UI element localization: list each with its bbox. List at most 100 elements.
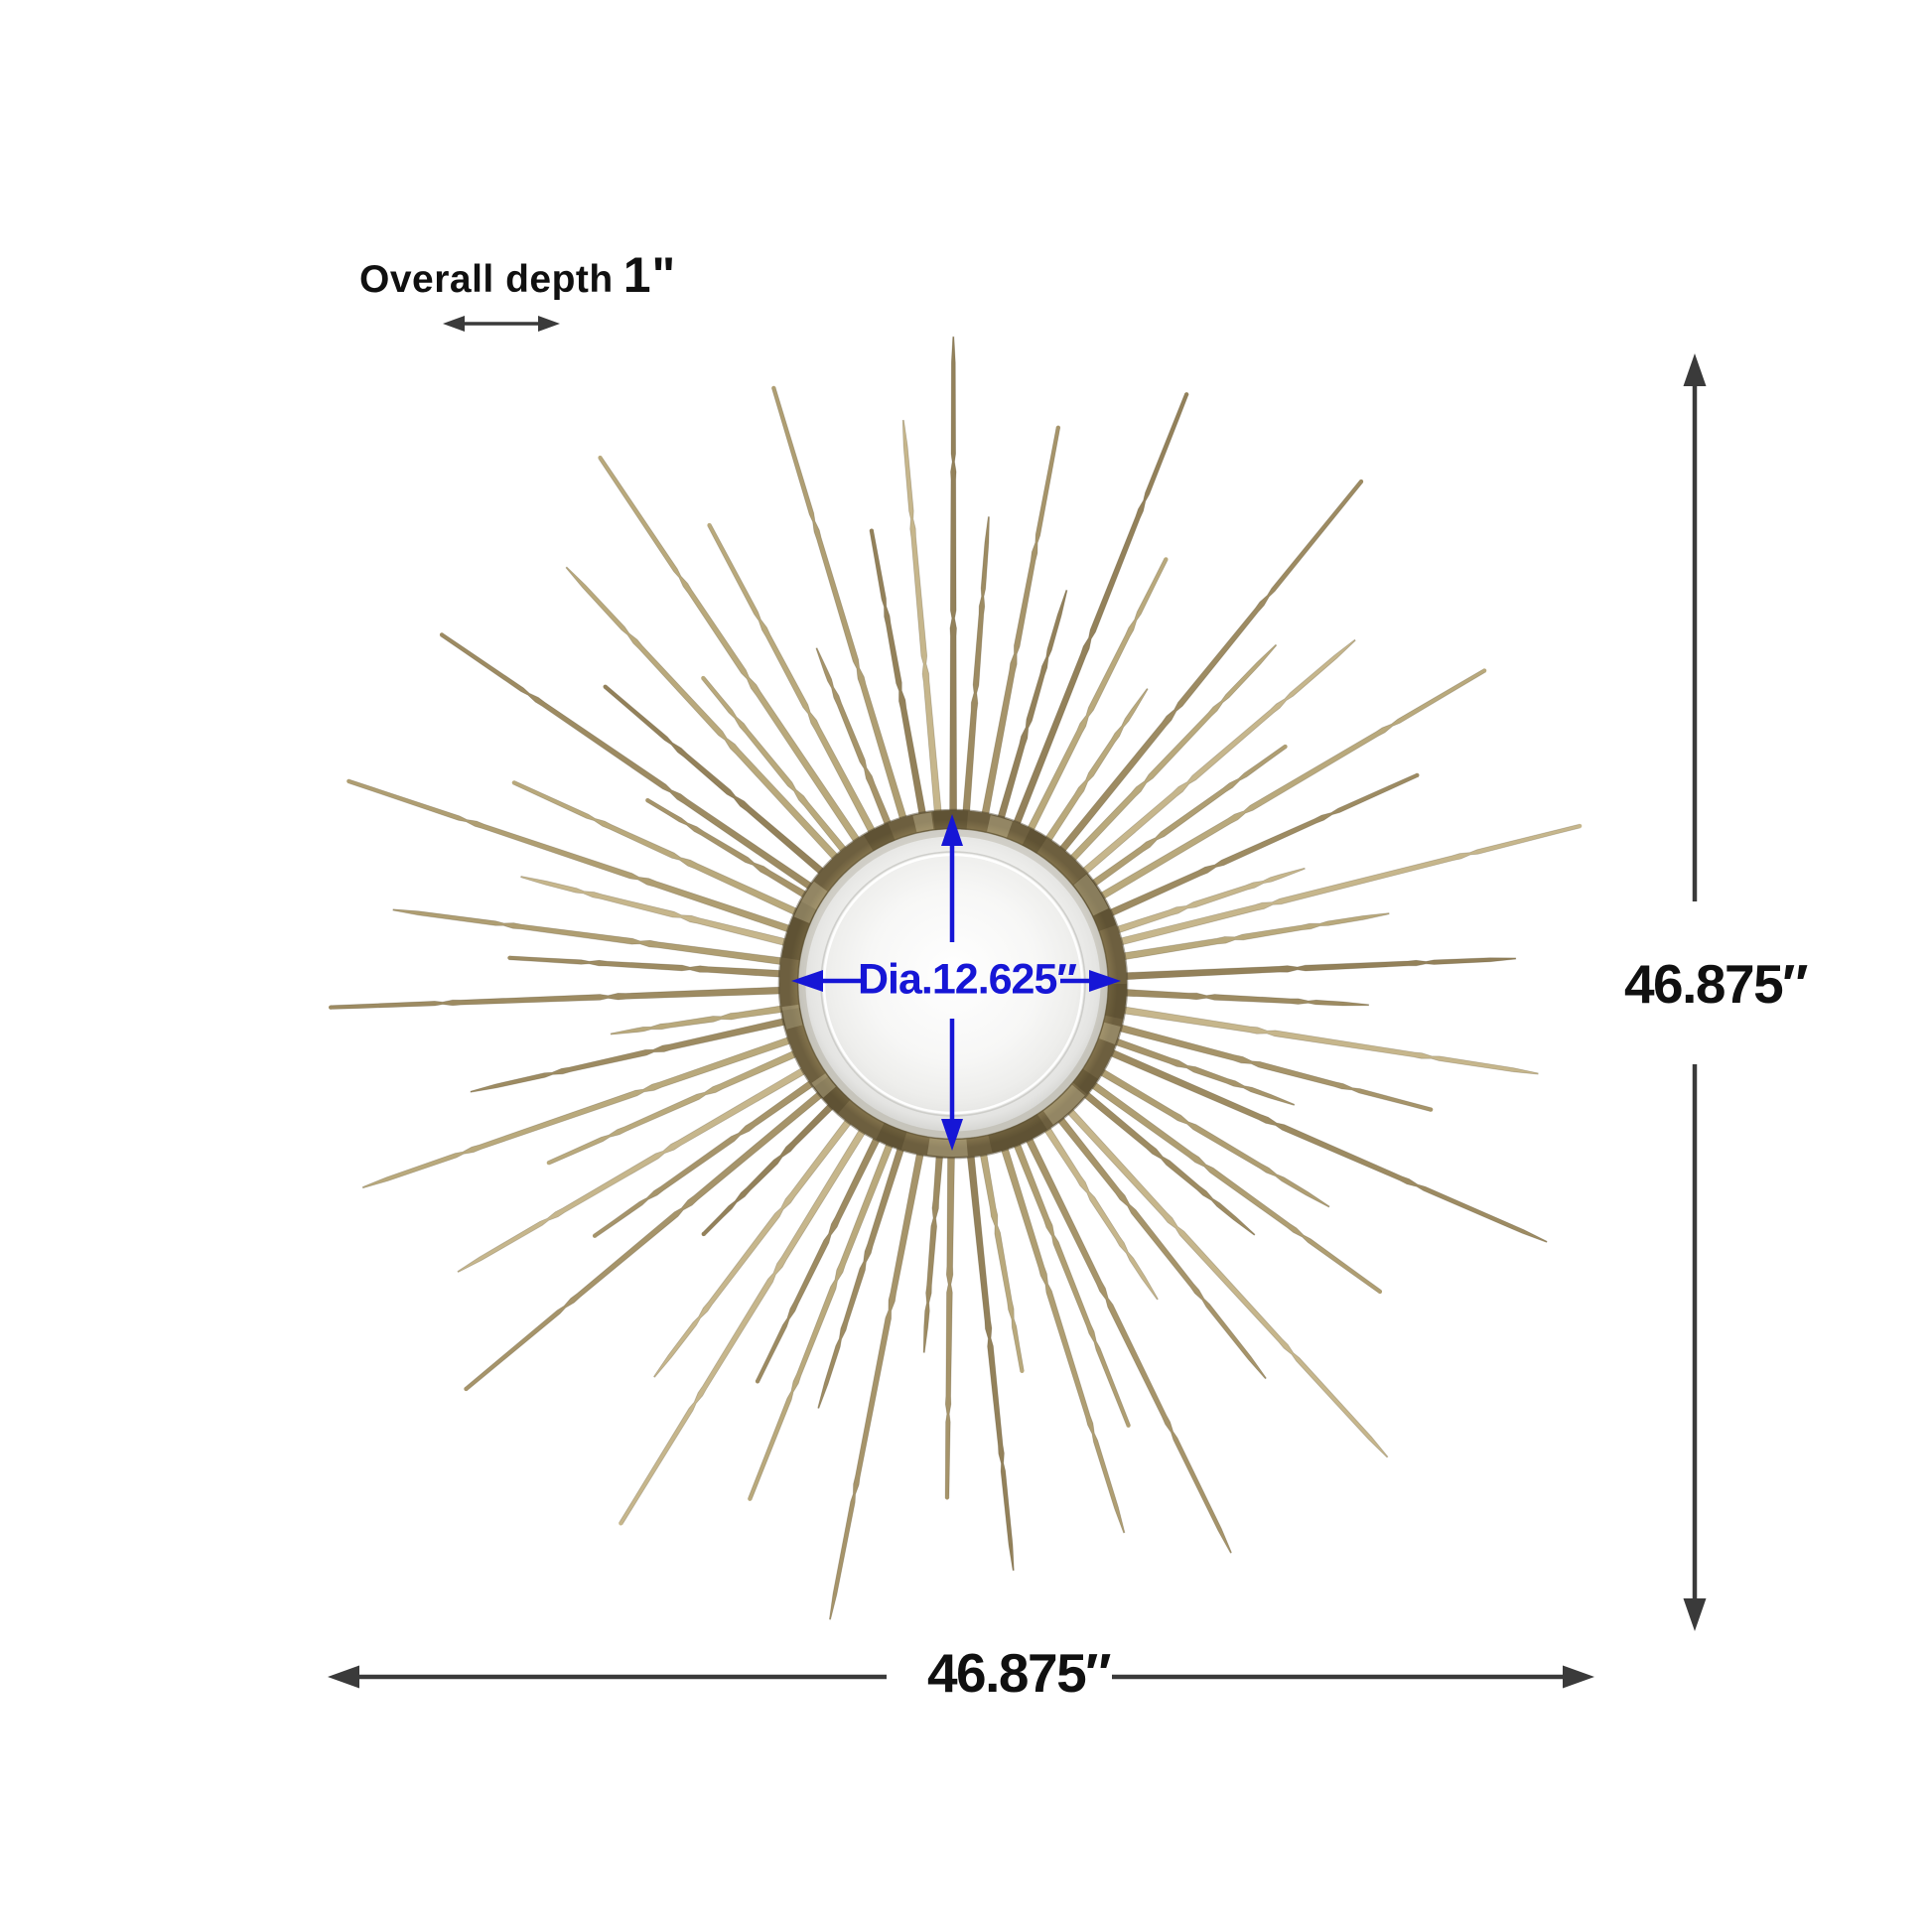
sunburst-spoke bbox=[1099, 1002, 1539, 1075]
sunburst-spoke bbox=[993, 1124, 1126, 1534]
spoke-tip bbox=[598, 455, 603, 461]
sunburst-spoke bbox=[1031, 687, 1149, 863]
spoke-tip bbox=[439, 632, 445, 637]
arrowhead-down-icon bbox=[1683, 1598, 1707, 1631]
sunburst-spoke bbox=[1092, 867, 1306, 942]
sunburst-spoke bbox=[1030, 1106, 1159, 1301]
sunburst-spoke bbox=[1101, 987, 1370, 1007]
spoke-tip bbox=[1429, 1107, 1434, 1112]
sunburst-spoke bbox=[361, 1028, 814, 1189]
spoke-tip bbox=[1578, 823, 1583, 829]
sunburst-spoke bbox=[565, 566, 856, 879]
width-dimension-line bbox=[328, 1665, 1594, 1689]
spoke-tip bbox=[701, 675, 706, 681]
spoke-tip bbox=[707, 522, 712, 528]
sunburst-spoke bbox=[1091, 1030, 1296, 1106]
spoke-tip bbox=[346, 778, 351, 784]
spoke-tip bbox=[619, 1521, 623, 1526]
spoke-tip bbox=[1415, 772, 1420, 778]
spoke-tip bbox=[755, 1379, 760, 1384]
overall-width-label: 46.875″ bbox=[926, 1642, 1112, 1704]
sunburst-spoke bbox=[1064, 1075, 1256, 1236]
arrowhead-left-icon bbox=[791, 970, 823, 992]
spoke-tip bbox=[1164, 557, 1169, 562]
sunburst-spoke bbox=[1041, 1097, 1267, 1380]
sunburst-spoke bbox=[869, 529, 931, 839]
height-dimension-line bbox=[1683, 353, 1707, 1631]
sunburst-spoke bbox=[547, 1039, 819, 1166]
spoke-tip bbox=[464, 1386, 469, 1392]
sunburst-spoke bbox=[619, 1108, 879, 1525]
sunburst-spoke bbox=[1063, 638, 1356, 891]
diameter-dimension-arrows bbox=[791, 814, 1121, 1151]
spoke-tip bbox=[645, 798, 650, 803]
depth-label-text: Overall depth bbox=[359, 258, 614, 301]
sunburst-spoke bbox=[1004, 392, 1189, 848]
overall-height-label: 46.875″ bbox=[1623, 953, 1809, 1015]
spoke-tip bbox=[592, 1233, 598, 1238]
sunburst-spoke bbox=[747, 1120, 902, 1501]
depth-label: Overall depth 1" bbox=[359, 246, 676, 304]
arrowhead-right-icon bbox=[1563, 1665, 1594, 1689]
spoke-tip bbox=[603, 684, 608, 689]
arrowhead-up-icon bbox=[1683, 353, 1707, 386]
spoke-tip bbox=[1055, 425, 1060, 430]
sunburst-spoke bbox=[828, 1129, 929, 1620]
sunburst-spoke bbox=[610, 1001, 807, 1035]
sunburst-spoke bbox=[1004, 1120, 1131, 1428]
sunburst-spoke bbox=[707, 523, 888, 855]
arrowhead-right-icon bbox=[1089, 970, 1121, 992]
arrowhead-left-icon bbox=[443, 316, 465, 332]
depth-dimension-arrow bbox=[443, 316, 560, 332]
sunburst-spoke bbox=[990, 589, 1068, 843]
sunburst-spoke bbox=[1099, 912, 1390, 965]
sunburst-spoke bbox=[520, 876, 810, 952]
depth-label-value: 1" bbox=[622, 247, 677, 303]
spoke-tip bbox=[701, 1231, 706, 1237]
sunburst-spoke bbox=[901, 419, 944, 837]
arrowhead-up-icon bbox=[941, 814, 963, 846]
spoke-tip bbox=[1482, 668, 1487, 673]
ring-outer-edge bbox=[777, 808, 1129, 1160]
sunburst-spoke bbox=[922, 1131, 946, 1353]
sunburst-spoke bbox=[1052, 643, 1278, 880]
spoke-tip bbox=[1359, 479, 1364, 484]
sunburst-spoke bbox=[603, 684, 843, 891]
sunburst-spoke bbox=[815, 647, 901, 848]
spoke-tip bbox=[329, 1005, 334, 1010]
sunburst-spoke bbox=[964, 1131, 1015, 1572]
arrowhead-down-icon bbox=[941, 1119, 963, 1151]
spoke-tip bbox=[507, 955, 512, 960]
sunburst-spoke bbox=[652, 1099, 867, 1378]
sunburst-spoke bbox=[330, 985, 805, 1010]
arrowhead-left-icon bbox=[328, 1665, 359, 1689]
sunburst-spoke bbox=[976, 426, 1061, 839]
arrowhead-right-icon bbox=[538, 316, 560, 332]
spoke-tip bbox=[771, 385, 776, 390]
sunburst-spoke bbox=[944, 1132, 956, 1498]
sunburst-spoke bbox=[1087, 1038, 1548, 1243]
sunburst-spoke bbox=[949, 336, 958, 836]
sunburst-spoke bbox=[960, 516, 990, 837]
spoke-tip bbox=[1377, 1289, 1383, 1295]
ring-mottling-light bbox=[779, 811, 1126, 1157]
spoke-tip bbox=[511, 780, 516, 785]
sunburst-spoke bbox=[1050, 1090, 1389, 1458]
spoke-tip bbox=[546, 1161, 551, 1166]
sunburst-spokes bbox=[329, 336, 1583, 1620]
spoke-tip bbox=[748, 1496, 753, 1501]
spoke-tip bbox=[944, 1495, 950, 1500]
sunburst-spoke bbox=[392, 908, 807, 969]
spoke-tip bbox=[1126, 1423, 1131, 1428]
spoke-tip bbox=[869, 528, 875, 533]
diameter-label: Dia.12.625″ bbox=[858, 955, 1077, 1004]
sunburst-spoke bbox=[1078, 1055, 1330, 1208]
sunburst-spoke bbox=[470, 1012, 809, 1093]
spoke-tip bbox=[1020, 1368, 1025, 1373]
sunburst-spoke bbox=[1015, 1115, 1233, 1554]
spoke-tip bbox=[1283, 744, 1288, 750]
spoke-tip bbox=[1184, 392, 1189, 397]
sunburst-spoke bbox=[1101, 957, 1517, 982]
